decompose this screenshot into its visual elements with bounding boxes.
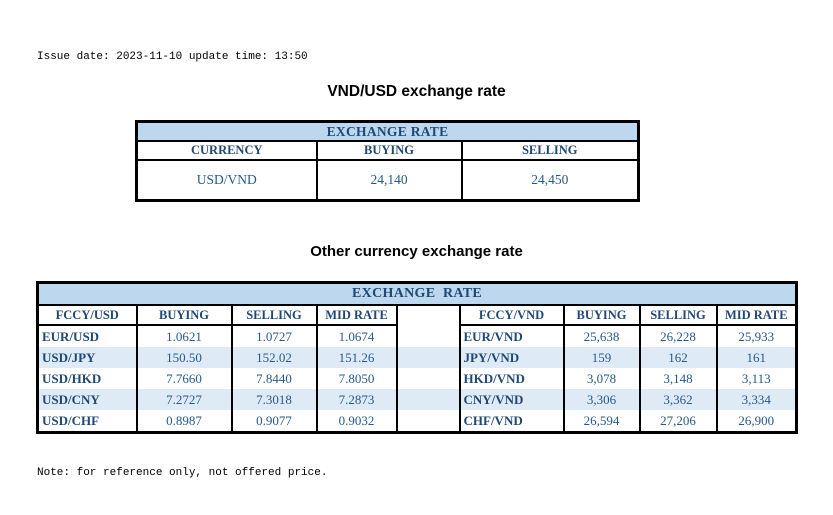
- table-row: USD/VND 24,140 24,450: [135, 159, 640, 202]
- mid-rate-cell: 7.2873: [315, 389, 398, 410]
- buying-rate-cell: 3,306: [562, 389, 641, 410]
- selling-rate-cell: 24,450: [460, 159, 640, 202]
- spacer-cell: [395, 368, 461, 389]
- currency-pair-cell: USD/VND: [135, 159, 318, 202]
- column-header-currency: CURRENCY: [135, 140, 318, 161]
- other-currency-exchange-rate-table: EXCHANGE RATE FCCY/USD BUYING SELLING MI…: [36, 281, 799, 434]
- currency-pair-cell: CHF/VND: [458, 410, 565, 433]
- other-table-column-header-row: FCCY/USD BUYING SELLING MID RATE FCCY/VN…: [36, 305, 798, 326]
- spacer-cell: [395, 347, 461, 368]
- table-row: USD/JPY 150.50 152.02 151.26 JPY/VND 159…: [36, 347, 798, 368]
- buying-rate-cell: 3,078: [562, 368, 641, 389]
- selling-rate-cell: 0.9077: [230, 410, 318, 433]
- usd-table-title: VND/USD exchange rate: [327, 83, 506, 100]
- mid-rate-cell: 7.8050: [315, 368, 398, 389]
- spacer-column: [395, 305, 461, 325]
- spacer-cell: [395, 325, 461, 347]
- selling-rate-cell: 7.3018: [230, 389, 318, 410]
- mid-rate-cell: 3,113: [715, 368, 798, 389]
- table-row: USD/CNY 7.2727 7.3018 7.2873 CNY/VND 3,3…: [36, 389, 798, 410]
- spacer-cell: [395, 389, 461, 410]
- column-header-selling-left: SELLING: [230, 305, 318, 326]
- spacer-cell: [395, 410, 461, 433]
- other-table-title: Other currency exchange rate: [310, 243, 523, 260]
- mid-rate-cell: 0.9032: [315, 410, 398, 433]
- mid-rate-cell: 3,334: [715, 389, 798, 410]
- note-line: Note: for reference only, not offered pr…: [37, 467, 328, 479]
- currency-pair-cell: EUR/USD: [36, 325, 138, 347]
- mid-rate-cell: 151.26: [315, 347, 398, 368]
- table-row: USD/CHF 0.8987 0.9077 0.9032 CHF/VND 26,…: [36, 410, 798, 433]
- mid-rate-cell: 1.0674: [315, 325, 398, 347]
- column-header-selling: SELLING: [460, 140, 640, 161]
- buying-rate-cell: 24,140: [315, 159, 463, 202]
- buying-rate-cell: 7.7660: [135, 368, 233, 389]
- selling-rate-cell: 1.0727: [230, 325, 318, 347]
- currency-pair-cell: USD/CHF: [36, 410, 138, 433]
- column-header-buying-right: BUYING: [562, 305, 641, 326]
- selling-rate-cell: 27,206: [638, 410, 718, 433]
- currency-pair-cell: CNY/VND: [458, 389, 565, 410]
- buying-rate-cell: 1.0621: [135, 325, 233, 347]
- other-table-header: EXCHANGE RATE: [36, 282, 798, 306]
- mid-rate-cell: 161: [715, 347, 798, 368]
- usd-table-merged-header-row: EXCHANGE RATE: [135, 120, 640, 142]
- selling-rate-cell: 7.8440: [230, 368, 318, 389]
- column-header-selling-right: SELLING: [638, 305, 718, 326]
- mid-rate-cell: 26,900: [715, 410, 798, 433]
- selling-rate-cell: 152.02: [230, 347, 318, 368]
- usd-table-column-header-row: CURRENCY BUYING SELLING: [135, 140, 640, 161]
- column-header-midrate-left: MID RATE: [315, 305, 398, 326]
- mid-rate-cell: 25,933: [715, 325, 798, 347]
- currency-pair-cell: HKD/VND: [458, 368, 565, 389]
- table-row: EUR/USD 1.0621 1.0727 1.0674 EUR/VND 25,…: [36, 325, 798, 347]
- buying-rate-cell: 159: [562, 347, 641, 368]
- currency-pair-cell: USD/CNY: [36, 389, 138, 410]
- selling-rate-cell: 162: [638, 347, 718, 368]
- column-header-fccy-vnd: FCCY/VND: [458, 305, 565, 326]
- column-header-buying: BUYING: [315, 140, 463, 161]
- buying-rate-cell: 7.2727: [135, 389, 233, 410]
- column-header-midrate-right: MID RATE: [715, 305, 798, 326]
- buying-rate-cell: 25,638: [562, 325, 641, 347]
- currency-pair-cell: USD/HKD: [36, 368, 138, 389]
- selling-rate-cell: 3,362: [638, 389, 718, 410]
- buying-rate-cell: 26,594: [562, 410, 641, 433]
- currency-pair-cell: USD/JPY: [36, 347, 138, 368]
- column-header-buying-left: BUYING: [135, 305, 233, 326]
- currency-pair-cell: JPY/VND: [458, 347, 565, 368]
- selling-rate-cell: 3,148: [638, 368, 718, 389]
- usd-exchange-rate-table: EXCHANGE RATE CURRENCY BUYING SELLING US…: [135, 120, 641, 202]
- currency-pair-cell: EUR/VND: [458, 325, 565, 347]
- issue-date-line: Issue date: 2023-11-10 update time: 13:5…: [37, 51, 308, 63]
- column-header-fccy-usd: FCCY/USD: [36, 305, 138, 326]
- buying-rate-cell: 150.50: [135, 347, 233, 368]
- other-table-merged-header-row: EXCHANGE RATE: [36, 282, 798, 306]
- selling-rate-cell: 26,228: [638, 325, 718, 347]
- usd-table-header: EXCHANGE RATE: [135, 120, 640, 142]
- buying-rate-cell: 0.8987: [135, 410, 233, 433]
- table-row: USD/HKD 7.7660 7.8440 7.8050 HKD/VND 3,0…: [36, 368, 798, 389]
